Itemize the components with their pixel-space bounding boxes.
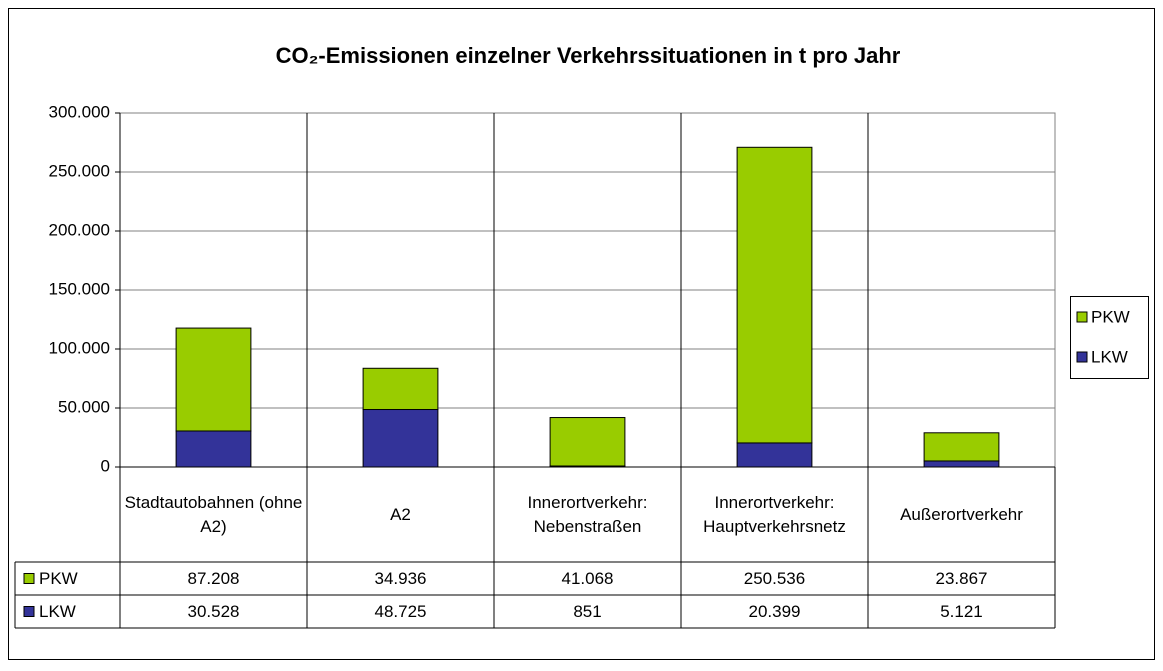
y-tick-label: 200.000	[49, 220, 110, 239]
bar-segment	[362, 367, 439, 411]
bar-segment	[175, 430, 252, 468]
bar-segment	[362, 409, 439, 468]
bar-segment	[736, 442, 813, 468]
y-tick-label: 250.000	[49, 161, 110, 180]
y-tick-label: 50.000	[58, 397, 110, 416]
bar-segment	[549, 417, 626, 467]
category-cell: A2	[390, 504, 411, 524]
legend-key	[1076, 311, 1088, 323]
bar-segment	[923, 432, 1000, 462]
table-value: 5.121	[940, 602, 983, 621]
table-value: 23.867	[936, 569, 988, 588]
legend-key	[1076, 351, 1088, 363]
table-legend-key	[23, 606, 35, 617]
category-cell: Stadtautobahnen (ohne A2)	[124, 492, 303, 536]
table-value: 87.208	[188, 569, 240, 588]
x-tick-label: Innerortverkehr: Nebenstraßen	[527, 492, 648, 536]
y-tick-label: 150.000	[49, 279, 110, 298]
y-tick-label: 300.000	[49, 102, 110, 121]
table-value: 20.399	[749, 602, 801, 621]
table-row-label: LKW	[39, 602, 76, 621]
table-value: 851	[573, 602, 601, 621]
legend-box	[1070, 296, 1149, 379]
table-value: 34.936	[375, 569, 427, 588]
legend-label: LKW	[1091, 347, 1128, 366]
legend-label: PKW	[1091, 307, 1130, 326]
x-tick-label: A2	[390, 504, 411, 524]
x-tick-label: Stadtautobahnen (ohne A2)	[124, 492, 303, 536]
table-value: 30.528	[188, 602, 240, 621]
y-tick-label: 100.000	[49, 338, 110, 357]
chart-title: CO₂-Emissionen einzelner Verkehrssituati…	[276, 43, 901, 68]
category-cell: Innerortverkehr: Hauptverkehrsnetz	[703, 492, 846, 536]
table-value: 48.725	[375, 602, 427, 621]
table-row-label: PKW	[39, 569, 78, 588]
category-cell: Außerortverkehr	[900, 504, 1023, 524]
table-legend-key	[23, 573, 35, 584]
category-cell: Innerortverkehr: Nebenstraßen	[527, 492, 648, 536]
bar-segment	[736, 146, 813, 444]
y-tick-label: 0	[101, 456, 110, 475]
x-tick-label: Außerortverkehr	[900, 504, 1023, 524]
table-value: 250.536	[744, 569, 805, 588]
table-value: 41.068	[562, 569, 614, 588]
bar-segment	[175, 327, 252, 432]
x-tick-label: Innerortverkehr: Hauptverkehrsnetz	[703, 492, 846, 536]
